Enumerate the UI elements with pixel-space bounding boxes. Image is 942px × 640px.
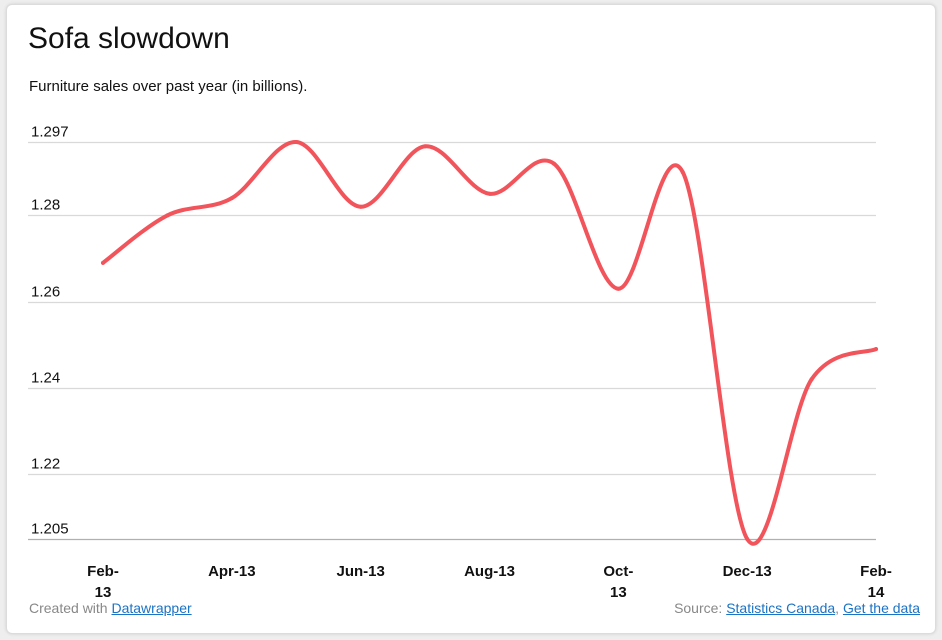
- y-tick-label: 1.297: [31, 124, 69, 141]
- source-separator: ,: [835, 600, 840, 616]
- data-point: [874, 347, 878, 352]
- x-tick-label: Feb-14: [860, 563, 892, 601]
- chart-card: [6, 4, 936, 634]
- data-point: [487, 191, 492, 196]
- data-point: [229, 196, 234, 201]
- x-tick-label: Dec-13: [723, 563, 772, 580]
- chart-title: Sofa slowdown: [28, 22, 230, 55]
- get-the-data-link[interactable]: Get the data: [842, 600, 920, 616]
- data-point: [680, 170, 685, 175]
- x-tick-label: Oct-13: [603, 563, 633, 601]
- data-point: [551, 161, 556, 166]
- source-prefix: Source:: [674, 600, 723, 616]
- footer-credit: Created with Datawrapper: [29, 600, 192, 616]
- data-point: [809, 377, 814, 382]
- grid-lines: [28, 141, 876, 541]
- y-axis-tick-labels: 1.205 1.22 1.24 1.26 1.28 1.297: [31, 124, 69, 538]
- footer-source: Source: Statistics Canada, Get the data: [674, 600, 920, 616]
- y-tick-label: 1.205: [31, 521, 69, 538]
- series-line: [101, 139, 878, 546]
- x-tick-label: Jun-13: [336, 563, 384, 580]
- x-tick-label: Apr-13: [208, 563, 256, 580]
- data-point: [358, 204, 363, 209]
- data-point: [294, 140, 299, 144]
- x-axis-tick-labels: Feb-13 Apr-13 Jun-13 Aug-13 Oct-13 Dec-13 Feb-…: [87, 563, 892, 601]
- data-point: [745, 537, 750, 541]
- data-point: [616, 286, 621, 291]
- data-point: [423, 144, 428, 149]
- y-tick-label: 1.22: [31, 456, 60, 473]
- statistics-canada-link[interactable]: Statistics Canada: [726, 600, 836, 616]
- x-tick-label: Aug-13: [464, 563, 515, 580]
- series-layer: [101, 139, 878, 546]
- data-point: [101, 260, 105, 265]
- y-tick-label: 1.26: [31, 284, 60, 301]
- x-tick-label: Feb-13: [87, 563, 119, 601]
- y-tick-label: 1.28: [31, 197, 60, 214]
- datawrapper-link[interactable]: Datawrapper: [111, 600, 192, 616]
- y-tick-label: 1.24: [31, 370, 60, 387]
- chart-subtitle: Furniture sales over past year (in billi…: [29, 78, 308, 95]
- data-point: [165, 213, 170, 218]
- credit-prefix: Created with: [29, 600, 108, 616]
